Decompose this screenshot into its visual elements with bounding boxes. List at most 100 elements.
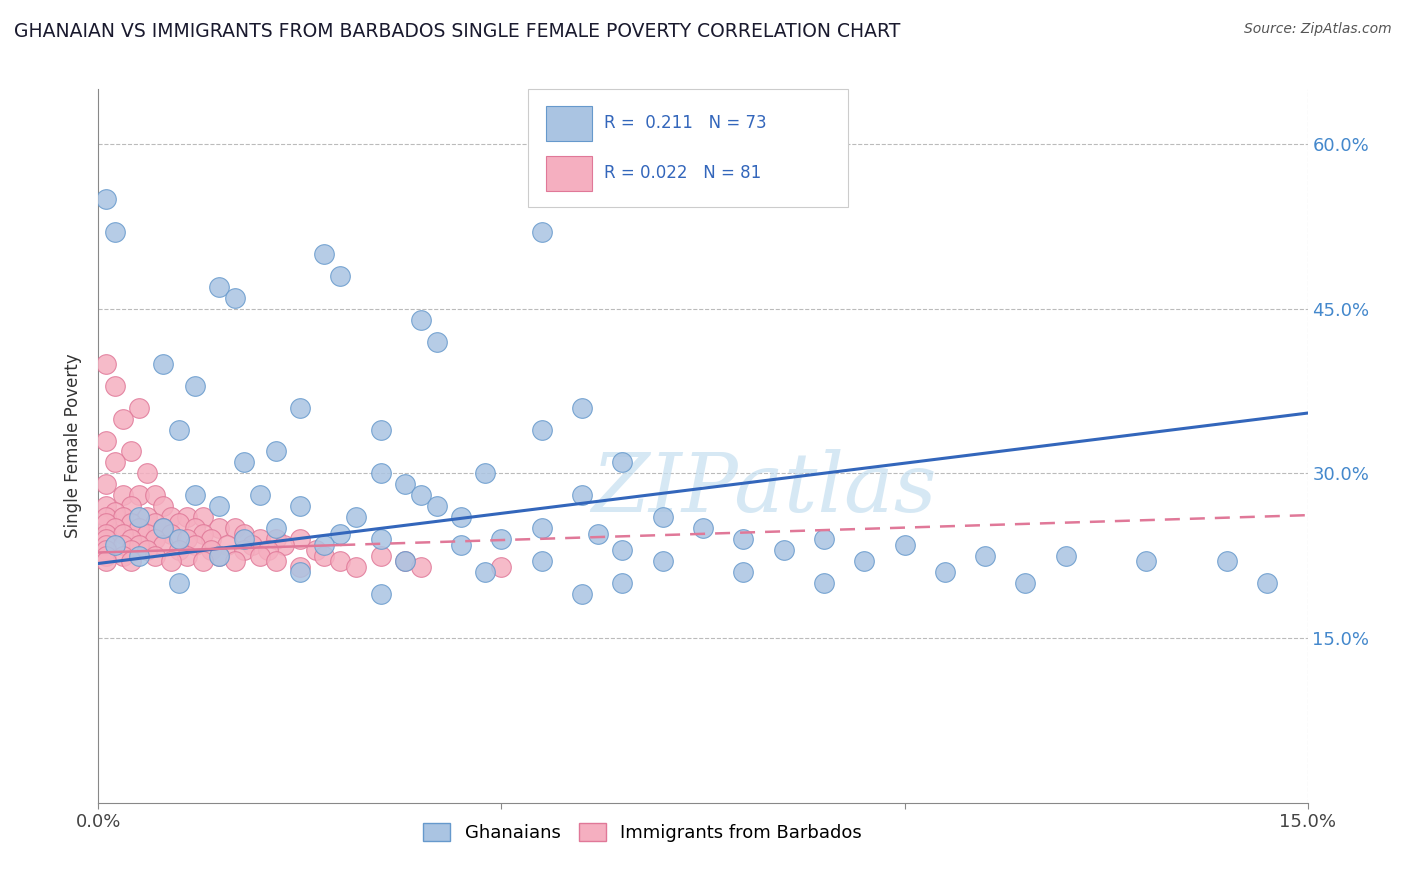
Point [152, 538, 174, 552]
Point [193, 510, 215, 524]
Point [96, 500, 118, 514]
Point [1135, 554, 1157, 568]
Legend: Ghanaians, Immigrants from Barbados: Ghanaians, Immigrants from Barbados [418, 817, 868, 847]
Point [143, 549, 166, 563]
Point [96, 357, 118, 371]
Point [370, 423, 392, 437]
Point [305, 543, 328, 558]
Point [96, 549, 118, 563]
Point [264, 521, 287, 535]
Point [208, 549, 231, 563]
Point [256, 543, 278, 558]
Point [1216, 554, 1239, 568]
Point [692, 521, 714, 535]
Point [160, 526, 183, 541]
Point [264, 444, 287, 458]
Point [128, 488, 150, 502]
FancyBboxPatch shape [546, 155, 592, 191]
Point [103, 378, 125, 392]
Point [96, 434, 118, 448]
Point [160, 554, 183, 568]
Point [143, 516, 166, 530]
Point [200, 543, 222, 558]
Point [120, 533, 142, 547]
Point [530, 554, 553, 568]
Point [1256, 576, 1278, 591]
Point [409, 312, 432, 326]
Point [1054, 549, 1077, 563]
Point [208, 280, 231, 294]
Point [232, 455, 254, 469]
Point [264, 533, 287, 547]
Point [167, 533, 190, 547]
Point [329, 268, 352, 283]
Point [426, 500, 449, 514]
Point [143, 533, 166, 547]
Point [96, 477, 118, 491]
Point [128, 401, 150, 415]
Point [184, 538, 207, 552]
Point [128, 549, 150, 563]
FancyBboxPatch shape [546, 105, 592, 141]
Point [128, 510, 150, 524]
Point [344, 510, 367, 524]
Point [571, 401, 593, 415]
Point [370, 587, 392, 601]
Point [167, 543, 190, 558]
Text: GHANAIAN VS IMMIGRANTS FROM BARBADOS SINGLE FEMALE POVERTY CORRELATION CHART: GHANAIAN VS IMMIGRANTS FROM BARBADOS SIN… [14, 22, 900, 41]
Y-axis label: Single Female Poverty: Single Female Poverty [65, 354, 83, 538]
Point [96, 538, 118, 552]
Point [176, 533, 198, 547]
Point [103, 225, 125, 239]
Point [409, 559, 432, 574]
Point [733, 533, 755, 547]
Point [571, 488, 593, 502]
Point [893, 538, 915, 552]
Point [184, 488, 207, 502]
Point [200, 533, 222, 547]
Point [314, 549, 336, 563]
Text: R =  0.211   N = 73: R = 0.211 N = 73 [603, 114, 766, 132]
Point [409, 488, 432, 502]
Point [96, 526, 118, 541]
Point [530, 423, 553, 437]
Point [651, 554, 673, 568]
Point [167, 423, 190, 437]
Point [450, 538, 472, 552]
Point [974, 549, 997, 563]
Text: Source: ZipAtlas.com: Source: ZipAtlas.com [1244, 22, 1392, 37]
Point [288, 500, 311, 514]
Point [224, 291, 246, 305]
Point [612, 455, 634, 469]
Point [224, 521, 246, 535]
Point [208, 549, 231, 563]
Point [571, 587, 593, 601]
Point [111, 526, 134, 541]
Point [111, 549, 134, 563]
Point [103, 455, 125, 469]
FancyBboxPatch shape [527, 89, 848, 207]
Point [176, 549, 198, 563]
Point [120, 516, 142, 530]
Point [160, 510, 183, 524]
Point [249, 488, 271, 502]
Point [530, 225, 553, 239]
Point [120, 554, 142, 568]
Point [288, 401, 311, 415]
Point [103, 538, 125, 552]
Point [184, 521, 207, 535]
Point [264, 554, 287, 568]
Point [193, 526, 215, 541]
Point [232, 543, 254, 558]
Point [193, 554, 215, 568]
Point [176, 510, 198, 524]
Point [394, 554, 416, 568]
Point [288, 533, 311, 547]
Point [426, 334, 449, 349]
Point [934, 566, 956, 580]
Point [491, 559, 513, 574]
Point [128, 521, 150, 535]
Point [120, 444, 142, 458]
Text: ZIPatlas: ZIPatlas [591, 449, 936, 529]
Point [217, 538, 239, 552]
